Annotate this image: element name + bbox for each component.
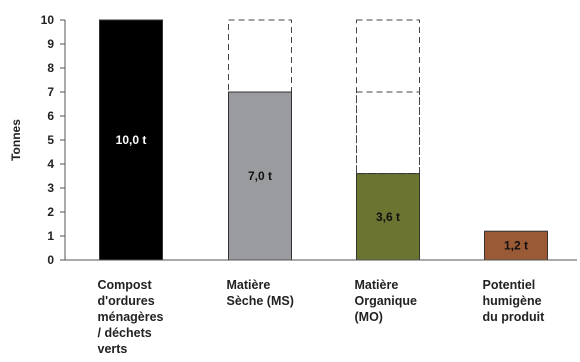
category-label: Potentiel humigène du produit xyxy=(483,278,546,324)
bar xyxy=(484,230,548,261)
reference-outline xyxy=(356,19,420,175)
y-tick-label: 0 xyxy=(47,253,54,267)
y-tick-label: 4 xyxy=(47,157,54,171)
category-label: Matière Sèche (MS) xyxy=(227,278,294,308)
bar-value-label: 3,6 t xyxy=(376,210,400,224)
y-axis-title: Tonnes xyxy=(9,119,23,161)
dashed-outlines xyxy=(228,19,420,175)
y-tick-label: 2 xyxy=(47,205,54,219)
y-tick-label: 3 xyxy=(47,181,54,195)
category-label: Matière Organique (MO) xyxy=(355,278,418,324)
bar-value-label: 10,0 t xyxy=(116,133,147,147)
y-tick-label: 7 xyxy=(47,85,54,99)
bar-value-label: 1,2 t xyxy=(504,239,528,253)
y-tick-label: 6 xyxy=(47,109,54,123)
axes xyxy=(60,19,577,261)
labels: 0 1 2 3 4 5 6 7 8 9 10 10,0 t Compost d'ordures ménagè… xyxy=(41,13,545,356)
bar xyxy=(99,19,163,261)
reference-outline xyxy=(356,91,420,175)
y-tick-label: 9 xyxy=(47,37,54,51)
y-tick-label: 1 xyxy=(47,229,54,243)
y-tick-label: 5 xyxy=(47,133,54,147)
y-tick-label: 8 xyxy=(47,61,54,75)
y-tick-label: 10 xyxy=(41,13,55,27)
bars xyxy=(99,19,548,261)
bar xyxy=(356,173,420,261)
bar-value-label: 7,0 t xyxy=(248,169,272,183)
category-label: Compost d'ordures ménagères / déchets verts xyxy=(98,278,164,356)
reference-outline xyxy=(228,19,292,93)
y-axis-title-group: Tonnes xyxy=(9,119,23,161)
